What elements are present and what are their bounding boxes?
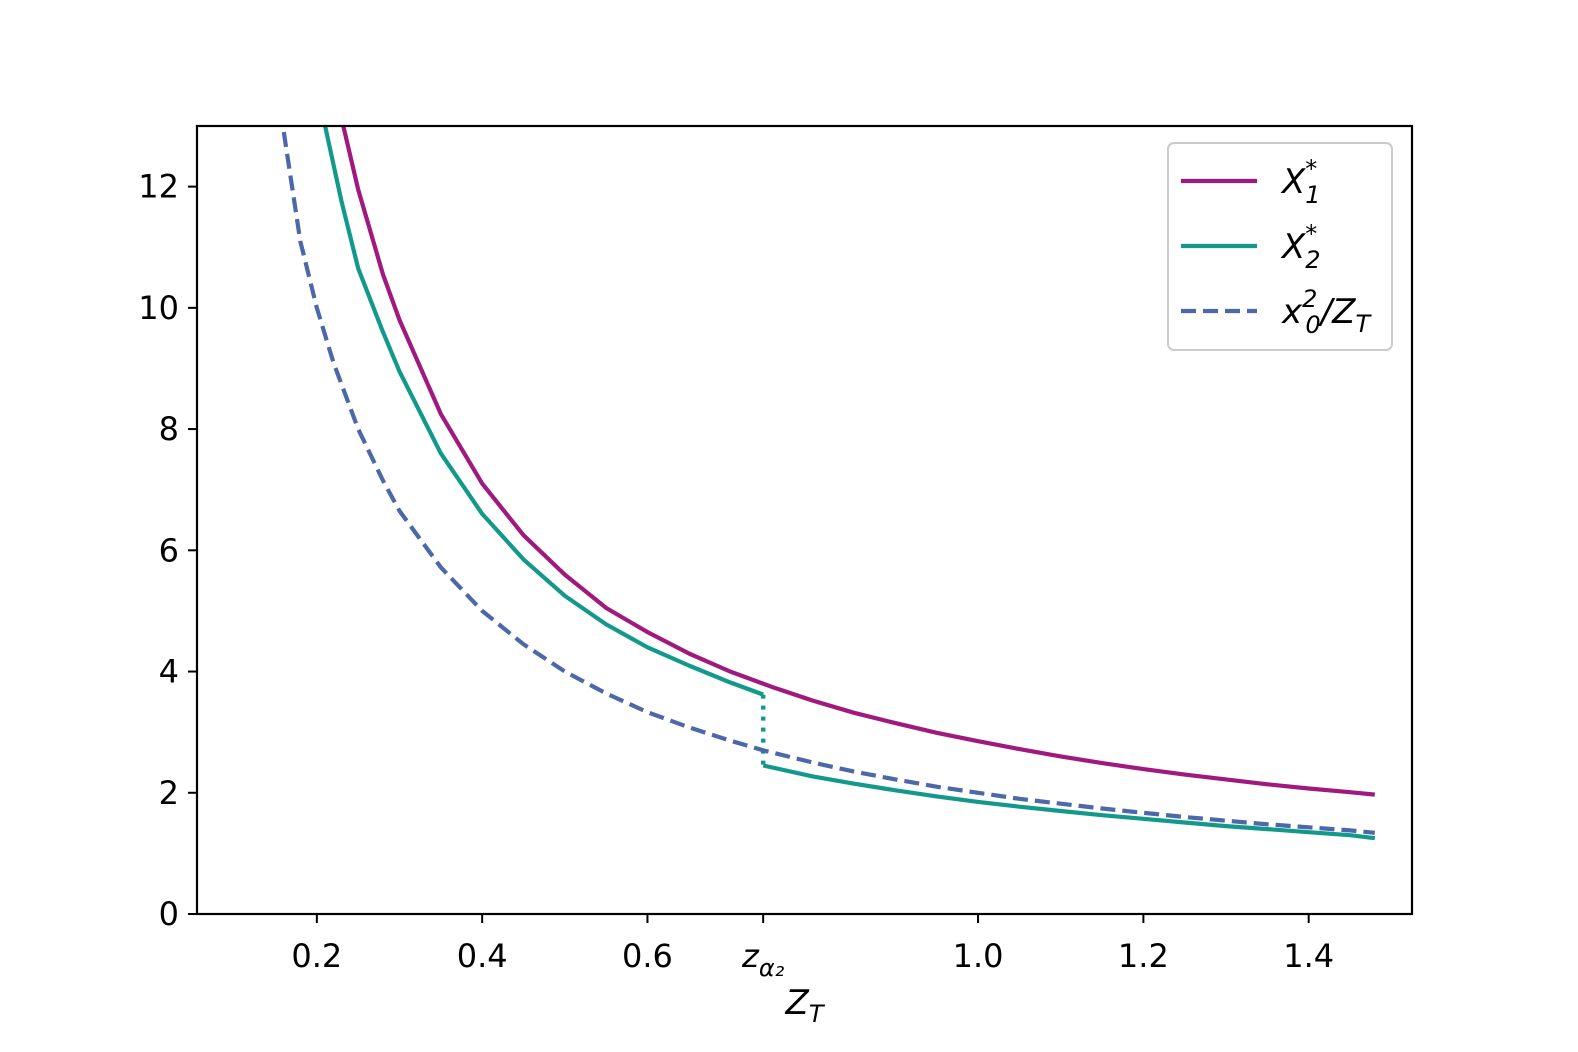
- x-tick-label: 1.4: [1283, 937, 1334, 975]
- x-tick-label: 1.2: [1118, 937, 1169, 975]
- y-tick-label: 0: [159, 895, 179, 933]
- x-tick-label: zα₂: [741, 937, 785, 982]
- series-line-1: [323, 125, 764, 697]
- y-tick-label: 8: [159, 410, 179, 448]
- y-tick-label: 6: [159, 531, 179, 569]
- series-line-0: [341, 125, 1376, 797]
- legend-label: x2 0/ZT: [1281, 285, 1372, 339]
- ticks-layer: 0.2 0.4 0.6 zα₂ 1.0 1.2 1.4 0 2 4 6 8 10 12: [138, 168, 1334, 982]
- x-tick-label: 1.0: [953, 937, 1004, 975]
- legend-box: [1167, 142, 1393, 351]
- series-line-2: [762, 763, 1376, 841]
- x-tick-label: 0.4: [457, 937, 508, 975]
- legend-label: X* 2: [1280, 220, 1321, 274]
- y-tick-label: 10: [138, 289, 179, 327]
- y-tick-label: 2: [159, 774, 179, 812]
- y-tick-label: 12: [138, 168, 179, 206]
- y-tick-label: 4: [159, 653, 179, 691]
- legend: X* 1 X* 2 x2 0/ZT: [1167, 142, 1393, 351]
- plot-frame: [195, 124, 1414, 916]
- x-tick-label: 0.6: [622, 937, 673, 975]
- x-tick-label: 0.2: [291, 937, 342, 975]
- x-axis-label: ZT: [785, 983, 826, 1028]
- legend-label: X* 1: [1280, 155, 1321, 209]
- series-layer: [281, 125, 1376, 841]
- series-line-4: [281, 131, 1376, 835]
